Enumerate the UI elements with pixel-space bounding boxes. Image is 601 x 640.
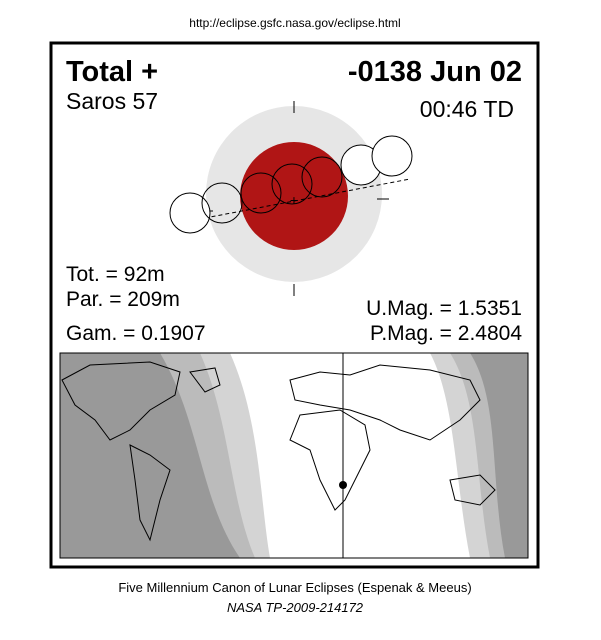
totality: Tot. = 92m bbox=[66, 263, 165, 286]
umbra bbox=[240, 142, 348, 250]
saros: Saros 57 bbox=[66, 88, 158, 114]
partial: Par. = 209m bbox=[66, 288, 180, 311]
umbral-mag: U.Mag. = 1.5351 bbox=[366, 297, 522, 320]
moon-positions bbox=[169, 135, 413, 234]
moon-path bbox=[183, 178, 411, 223]
center-mark: + bbox=[290, 192, 298, 208]
canon-title: Five Millennium Canon of Lunar Eclipses … bbox=[118, 580, 471, 595]
penumbral-mag: P.Mag. = 2.4804 bbox=[370, 322, 522, 345]
url: http://eclipse.gsfc.nasa.gov/eclipse.htm… bbox=[189, 16, 400, 30]
shadow-diagram: + bbox=[169, 101, 413, 296]
zone-visible bbox=[230, 353, 470, 558]
eclipse-type: Total + bbox=[66, 56, 158, 88]
zenith-point bbox=[339, 481, 347, 489]
eclipse-date: -0138 Jun 02 bbox=[348, 56, 522, 88]
reference: NASA TP-2009-214172 bbox=[227, 600, 364, 615]
coastlines bbox=[61, 361, 496, 542]
map-border bbox=[59, 352, 529, 559]
time: 00:46 TD bbox=[420, 96, 514, 122]
world-map bbox=[59, 352, 529, 559]
gamma: Gam. = 0.1907 bbox=[66, 322, 206, 345]
